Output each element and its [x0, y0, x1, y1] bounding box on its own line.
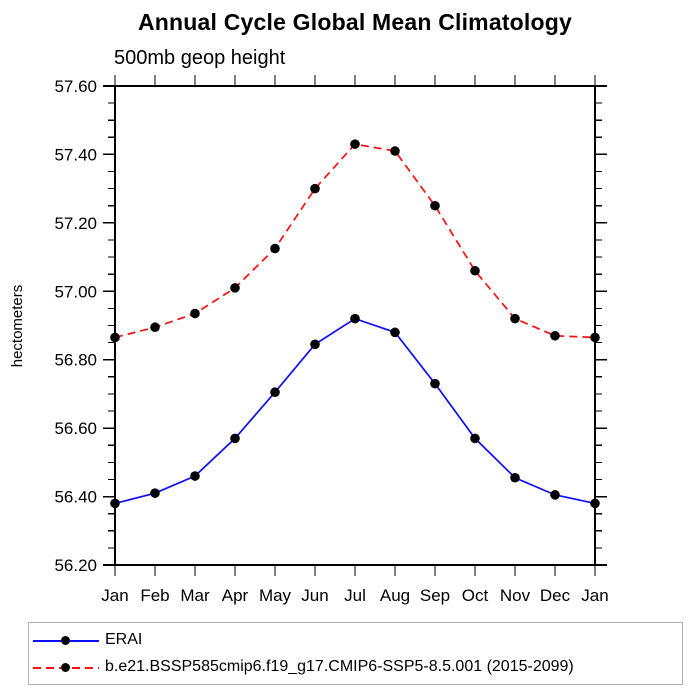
- series-line-0: [114, 317, 596, 505]
- data-point-marker: [190, 471, 200, 481]
- data-point-marker: [590, 332, 600, 343]
- chart-subtitle: 500mb geop height: [114, 47, 286, 69]
- x-tick-label: Apr: [222, 586, 249, 605]
- y-tick-label: 57.00: [54, 282, 97, 301]
- y-tick-label: 57.20: [54, 214, 97, 233]
- data-point-marker: [110, 332, 120, 343]
- x-tick-label: Jun: [301, 586, 328, 605]
- data-point-marker: [350, 139, 360, 149]
- data-point-marker: [550, 490, 560, 500]
- x-tick-label: May: [259, 586, 292, 605]
- x-tick-label: Nov: [500, 586, 531, 605]
- x-tick-label: Aug: [380, 586, 410, 605]
- legend-sample-erai: [33, 635, 99, 646]
- legend-marker-dot: [61, 662, 70, 672]
- series-line-1: [114, 143, 596, 339]
- x-tick-label: Sep: [420, 586, 450, 605]
- data-point-marker: [430, 200, 440, 211]
- y-tick-label: 57.60: [54, 77, 97, 96]
- legend: ERAI b.e21.BSSP585cmip6.f19_g17.CMIP6-SS…: [28, 622, 683, 685]
- y-tick-label: 56.80: [54, 351, 97, 370]
- x-tick-label: Feb: [140, 586, 169, 605]
- data-point-marker: [430, 378, 440, 389]
- y-tick-label: 56.60: [54, 419, 97, 438]
- x-tick-label: Jul: [344, 586, 366, 605]
- chart-title: Annual Cycle Global Mean Climatology: [137, 9, 573, 35]
- data-point-marker: [230, 433, 240, 444]
- chart-canvas: Jan Feb Mar Apr May Jun Jul Aug Sep Oct Nov Dec Jan5…: [9, 75, 609, 605]
- x-tick-label: Dec: [540, 586, 571, 605]
- legend-marker-dot: [61, 635, 70, 645]
- legend-item-erai: ERAI: [33, 630, 682, 650]
- data-point-marker: [310, 183, 320, 194]
- x-tick-label: Jan: [101, 586, 128, 605]
- data-point-marker: [230, 283, 240, 293]
- data-point-marker: [470, 265, 480, 276]
- data-point-marker: [310, 339, 320, 350]
- legend-label-model: b.e21.BSSP585cmip6.f19_g17.CMIP6-SSP5-8.…: [105, 658, 574, 675]
- x-tick-label: Jan: [581, 586, 608, 605]
- data-point-marker: [110, 498, 120, 509]
- data-point-marker: [390, 146, 400, 156]
- plot-frame: [114, 85, 596, 566]
- data-point-marker: [190, 308, 200, 319]
- data-point-marker: [150, 322, 160, 333]
- data-point-marker: [470, 433, 480, 444]
- x-tick-label: Mar: [180, 586, 210, 605]
- y-axis-title: hectometers: [9, 285, 26, 368]
- data-point-marker: [270, 243, 280, 254]
- data-point-marker: [350, 313, 360, 324]
- data-point-marker: [510, 313, 520, 324]
- legend-item-model: b.e21.BSSP585cmip6.f19_g17.CMIP6-SSP5-8.…: [33, 657, 682, 677]
- data-point-marker: [150, 488, 160, 498]
- data-point-marker: [550, 330, 560, 341]
- data-point-marker: [590, 498, 600, 509]
- y-tick-label: 56.20: [54, 556, 97, 575]
- legend-label-erai: ERAI: [105, 631, 143, 648]
- data-point-marker: [390, 327, 400, 338]
- data-point-marker: [270, 387, 280, 398]
- data-point-marker: [510, 472, 520, 483]
- y-tick-label: 57.40: [54, 145, 97, 164]
- y-tick-label: 56.40: [54, 488, 97, 507]
- x-tick-label: Oct: [462, 586, 489, 605]
- legend-sample-model: [33, 662, 99, 673]
